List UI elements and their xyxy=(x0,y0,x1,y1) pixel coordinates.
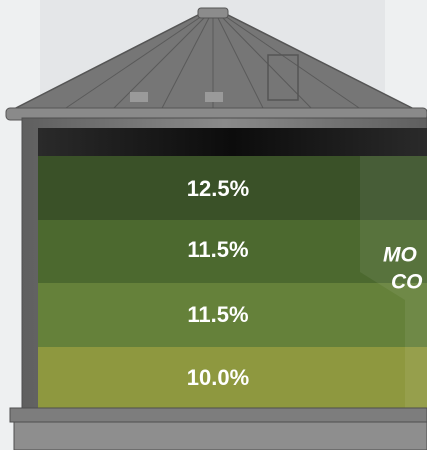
layer-label: 11.5% xyxy=(187,237,248,262)
roof-cap xyxy=(198,8,228,18)
grain-bin-diagram: 12.5% 11.5% 11.5% 10.0% MO CO xyxy=(0,0,427,450)
roof-vent xyxy=(130,92,148,102)
side-label: CO xyxy=(391,271,423,294)
page: {"layers": [{"label": "12.5%"}, {"label"… xyxy=(0,0,427,450)
foundation xyxy=(14,422,427,450)
base-ring xyxy=(10,408,427,422)
side-label: MO xyxy=(383,244,417,267)
roof-vent xyxy=(205,92,223,102)
layer-label: 11.5% xyxy=(187,302,248,327)
layer-label: 10.0% xyxy=(187,365,249,390)
layer-label: 12.5% xyxy=(187,176,249,201)
headspace xyxy=(38,128,427,156)
